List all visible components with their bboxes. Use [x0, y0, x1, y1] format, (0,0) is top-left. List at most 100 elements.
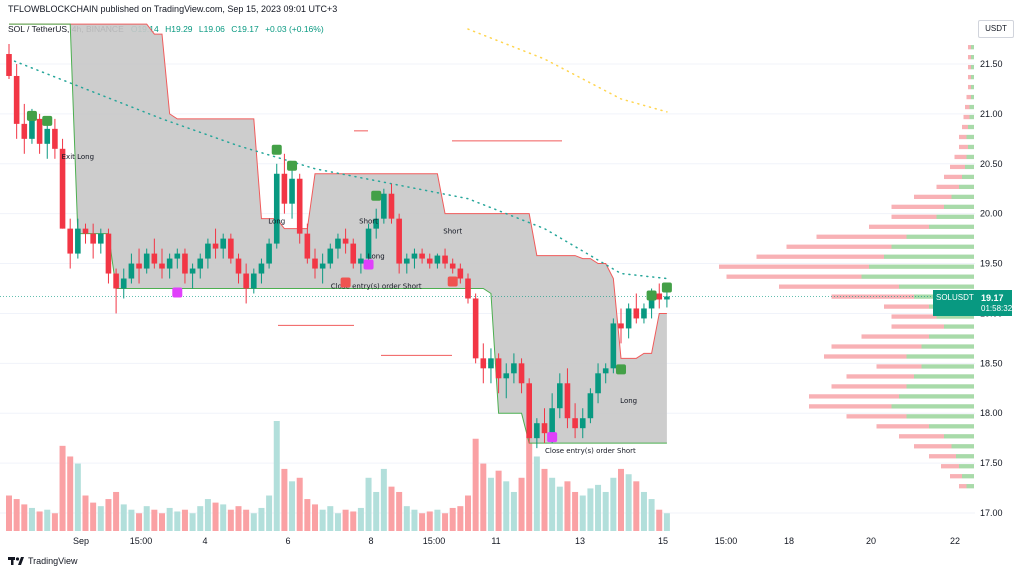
volume-bar [258, 507, 265, 531]
profile-bar-up [936, 314, 974, 319]
volume-bar [549, 477, 556, 531]
volume-bar [174, 511, 181, 531]
profile-bar-down [869, 224, 929, 229]
candle-body [151, 253, 158, 264]
profile-bar-down [824, 354, 907, 359]
profile-bar-down [726, 274, 862, 279]
volume-bar [434, 509, 441, 531]
volume-bar [411, 509, 418, 531]
profile-bar-up [906, 354, 974, 359]
time-axis[interactable]: Sep 15:00 4 6 8 15:00 11 13 15 15:00 18 20 22 [73, 536, 960, 546]
candle-body [212, 243, 219, 249]
candle-body [205, 243, 211, 259]
volume-bar [143, 506, 150, 531]
close-marker [172, 287, 183, 298]
currency-label[interactable]: USDT [978, 20, 1014, 38]
volume-bar [350, 511, 357, 531]
candle-body [258, 263, 265, 274]
profile-bar-down [959, 484, 967, 489]
profile-bar-up [971, 74, 974, 80]
signal-label: Short [359, 218, 378, 226]
profile-bar-up [966, 154, 974, 160]
candle-body [98, 233, 104, 244]
price-tick-label: 17.00 [980, 508, 1003, 518]
volume-bar [396, 491, 403, 531]
candle-body [105, 233, 112, 274]
candle-body [350, 243, 357, 264]
candle-body [166, 258, 173, 269]
volume-bar [618, 468, 624, 531]
volume-bar [281, 468, 288, 531]
candle-body [511, 363, 517, 374]
symbol-name[interactable]: SOL / TetherUS, 4h, BINANCE [8, 24, 124, 34]
signal-label: Close entry(s) order Short [331, 283, 422, 291]
volume-bar [105, 499, 112, 531]
volume-bar [579, 495, 586, 531]
volume-bar [120, 504, 127, 531]
volume-bar [656, 509, 663, 531]
candle-body [36, 118, 43, 144]
volume-bar [510, 491, 517, 531]
profile-bar-down [929, 454, 956, 459]
candle-body [595, 373, 601, 394]
time-tick-label: Sep [73, 536, 89, 546]
volume-bar [633, 481, 640, 531]
profile-bar-up [891, 244, 974, 249]
change-value: +0.03 (+0.16%) [265, 24, 324, 34]
volume-bar [189, 513, 196, 531]
profile-bar-down [966, 94, 971, 100]
candle-body [327, 248, 334, 264]
candle-body [197, 258, 204, 269]
candle-body [312, 258, 318, 269]
candle-body [503, 373, 510, 379]
profile-bar-up [936, 214, 974, 219]
volume-bar [640, 491, 647, 531]
profile-bar-up [906, 234, 974, 239]
time-tick-label: 18 [784, 536, 794, 546]
signal-label: Short [443, 228, 462, 236]
candle-body [564, 383, 571, 419]
volume-bar [113, 491, 120, 531]
profile-bar-up [971, 55, 974, 60]
time-tick-label: 13 [575, 536, 585, 546]
profile-bar-up [962, 174, 974, 180]
signal-label: Long [368, 253, 385, 261]
profile-bar-up [899, 394, 974, 399]
time-tick-label: 15:00 [715, 536, 738, 546]
candle-body [488, 358, 494, 369]
volume-bar [36, 511, 43, 531]
pivot-marker-up [661, 282, 672, 293]
candle-body [29, 118, 35, 139]
signal-label: Long [268, 218, 285, 226]
volume-bar [564, 481, 571, 531]
candle-body [52, 128, 58, 149]
tradingview-logo-icon [8, 557, 24, 565]
price-axis[interactable]: 21.5021.0020.5020.0019.5019.0018.5018.00… [980, 59, 1003, 518]
candlesticks[interactable] [6, 44, 670, 449]
footer-branding[interactable]: TradingView [8, 556, 78, 566]
profile-bar-down [809, 404, 892, 409]
profile-bar-down [941, 464, 959, 469]
candle-body [235, 258, 242, 274]
volume-bar [250, 513, 257, 531]
volume-bar [587, 488, 594, 531]
volume-bar [419, 513, 426, 531]
candle-body [602, 368, 609, 374]
profile-bar-down [891, 324, 944, 329]
volume-bar [204, 499, 211, 531]
band-channel [9, 23, 667, 444]
volume-bar [44, 509, 51, 531]
candle-body [656, 293, 663, 300]
profile-bar-down [831, 344, 922, 349]
candle-body [335, 238, 341, 249]
candle-body [388, 193, 395, 219]
profile-bar-down [846, 374, 914, 379]
profile-bar-down [968, 74, 971, 80]
candle-body [189, 268, 196, 274]
high-value: H19.29 [165, 24, 193, 34]
pivot-marker-up [271, 144, 282, 155]
volume-bar [197, 506, 204, 531]
time-tick-label: 20 [866, 536, 876, 546]
profile-bar-up [951, 444, 974, 449]
